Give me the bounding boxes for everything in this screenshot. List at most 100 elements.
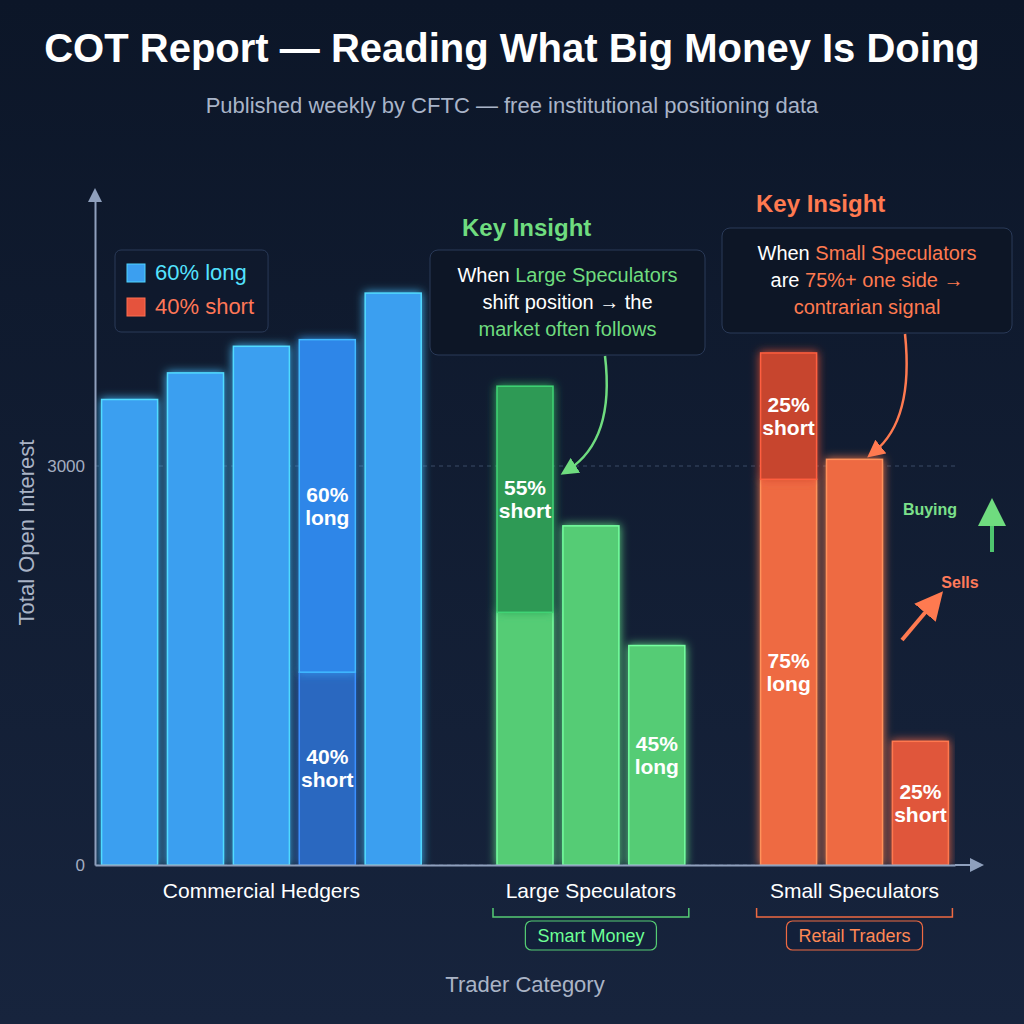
x-axis: Commercial Hedgers Large Speculators Small… [96, 866, 956, 902]
callout-heading: Key Insight [462, 214, 591, 241]
callout-arrow [568, 356, 607, 470]
bar-label-line: short [301, 768, 354, 791]
bar-label: 45%long [635, 732, 679, 778]
bars [102, 293, 949, 865]
x-tick-label: Small Speculators [770, 879, 939, 902]
callout: Key Insight When Large Speculators shift p… [430, 214, 705, 470]
legend-swatch [127, 298, 145, 316]
tag-label: Smart Money [537, 926, 644, 946]
x-tick-label: Commercial Hedgers [163, 879, 360, 902]
bar-label: 55%short [499, 476, 552, 522]
bar [167, 373, 223, 865]
bar-label-line: 55% [504, 476, 546, 499]
callout-line: When Small Speculators [758, 242, 977, 264]
icon-label: Sells [941, 574, 978, 591]
bar [563, 526, 619, 865]
callout-box [430, 250, 705, 355]
title: COT Report — Reading What Big Money Is D… [44, 26, 980, 70]
bar-labels: 40%short45%long75%long25%short60%long55%… [301, 393, 947, 826]
bar [299, 340, 355, 673]
callout-line: are 75%+ one side → [771, 269, 964, 291]
callout-line: market often follows [479, 318, 657, 340]
bar-label-line: short [499, 499, 552, 522]
bar-label: 25%short [894, 780, 947, 826]
bar [629, 646, 685, 865]
chart-root: COT Report — Reading What Big Money Is D… [0, 0, 1024, 1024]
icon-arrow-diagonal [902, 602, 934, 640]
bar-label: 75%long [766, 649, 810, 695]
x-tick: Large Speculators [506, 879, 676, 902]
callout-highlight: contrarian signal [794, 296, 941, 318]
icon-arrow-up [990, 512, 994, 552]
callout-text: When [457, 264, 515, 286]
legend-label: 40% short [155, 294, 254, 319]
y-axis: 0 3000 [47, 201, 95, 875]
bar-label-line: 60% [306, 483, 348, 506]
bar [365, 293, 421, 865]
bar-label-line: 45% [636, 732, 678, 755]
tag-pill [786, 921, 922, 950]
bar-label-line: long [635, 755, 679, 778]
callout-line: When Large Speculators [457, 264, 677, 286]
bar-label-line: 75% [768, 649, 810, 672]
callout-arrow [874, 334, 907, 452]
callout-box [722, 228, 1012, 333]
callout-heading: Key Insight [756, 190, 885, 217]
x-axis-title: Trader Category [445, 972, 604, 997]
trader-icon: Buying Sells [902, 501, 992, 640]
legend: 60% long 40% short [115, 250, 268, 332]
legend-swatch [127, 264, 145, 282]
bar [892, 741, 948, 865]
bar-label-line: 40% [306, 745, 348, 768]
grid-line [95, 865, 955, 866]
y-tick-label: 0 [76, 856, 85, 875]
bar-label-line: long [766, 672, 810, 695]
tag-label: Retail Traders [798, 926, 910, 946]
callout-text: shift position → the [482, 291, 652, 313]
x-axis-arrow [970, 858, 984, 872]
x-tick: Small Speculators [770, 879, 939, 902]
bar [761, 353, 817, 479]
callout: Key Insight When Small Speculators are 75%… [722, 190, 1012, 452]
callout-text: When [758, 242, 816, 264]
bar [826, 459, 882, 865]
bar-label-line: short [894, 803, 947, 826]
callout-highlight: market often follows [479, 318, 657, 340]
y-axis-arrow [88, 188, 102, 202]
icon-label: Buying [903, 501, 957, 518]
chart-svg: COT Report — Reading What Big Money Is D… [0, 0, 1024, 1024]
x-axis-line [96, 865, 956, 867]
bar-label: 40%short [301, 745, 354, 791]
tag-bracket [757, 908, 953, 917]
callout-line: contrarian signal [794, 296, 941, 318]
bar-label-line: 25% [768, 393, 810, 416]
x-axis-extension [955, 864, 972, 866]
y-tick-label: 3000 [47, 457, 85, 476]
x-tick: Commercial Hedgers [163, 879, 360, 902]
tag-pill [525, 921, 656, 950]
bar [497, 386, 553, 612]
y-tick: 0 [76, 856, 85, 875]
bar-label-line: 25% [899, 780, 941, 803]
bar-label: 25%short [762, 393, 815, 439]
bar [299, 672, 355, 865]
bar-label: 60%long [305, 483, 349, 529]
legend-panel [115, 250, 268, 332]
callout-highlight: Small Speculators [815, 242, 976, 264]
legend-label: 60% long [155, 260, 247, 285]
x-tick-label: Large Speculators [506, 879, 676, 902]
y-axis-line [95, 201, 97, 866]
bar [497, 612, 553, 865]
category-tags: Smart Money Retail Traders [493, 908, 952, 950]
bar [761, 479, 817, 865]
background [0, 0, 1024, 1024]
subtitle: Published weekly by CFTC — free institut… [206, 93, 819, 118]
bar-label-line: long [305, 506, 349, 529]
callout-highlight: Large Speculators [515, 264, 677, 286]
tag-bracket [493, 908, 689, 917]
callout-highlight: 75%+ one side → [805, 269, 963, 291]
callout-line: shift position → the [482, 291, 652, 313]
bar [102, 400, 158, 866]
callout-text: are [771, 269, 805, 291]
y-tick: 3000 [47, 457, 85, 476]
